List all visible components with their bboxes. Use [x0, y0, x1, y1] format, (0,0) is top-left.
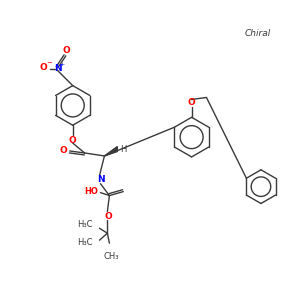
Text: +: + [59, 62, 64, 67]
Text: O: O [60, 146, 68, 154]
Text: O: O [63, 46, 71, 56]
Text: O: O [188, 98, 196, 107]
Polygon shape [104, 146, 117, 156]
Text: N: N [54, 64, 62, 73]
Text: HO: HO [85, 187, 98, 196]
Text: −: − [46, 60, 52, 66]
Text: O: O [39, 63, 47, 72]
Text: CH₃: CH₃ [103, 251, 119, 260]
Text: Chiral: Chiral [244, 28, 271, 38]
Text: H₃C: H₃C [77, 238, 92, 247]
Text: O: O [104, 212, 112, 221]
Text: H: H [120, 145, 126, 154]
Text: O: O [69, 136, 76, 145]
Text: N: N [97, 175, 104, 184]
Text: H₃C: H₃C [77, 220, 92, 229]
